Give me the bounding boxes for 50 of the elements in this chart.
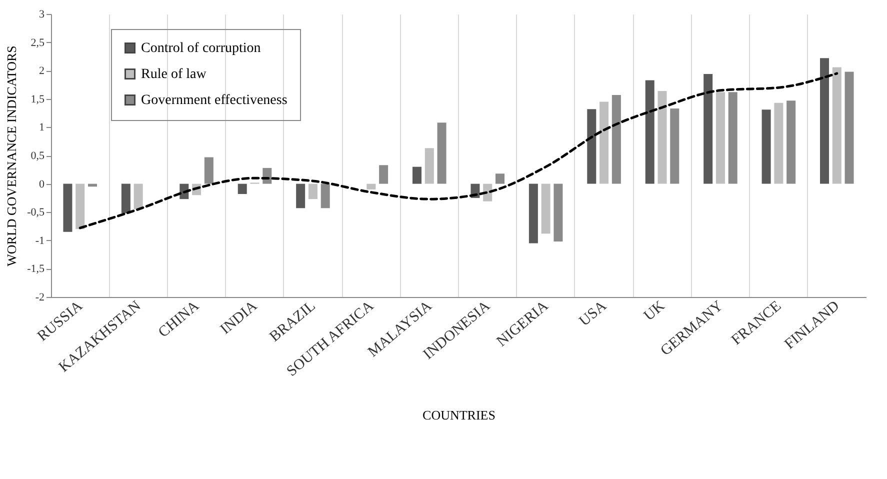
bar: [786, 100, 796, 184]
y-axis-title: WORLD GOVERNANCE INDICATORS: [4, 46, 20, 266]
bar: [379, 165, 388, 184]
y-tick-label: 0,5: [30, 150, 45, 162]
x-axis-title: COUNTRIES: [422, 408, 496, 423]
y-tick-label: 3: [39, 8, 45, 20]
bar: [554, 184, 563, 242]
bar: [134, 184, 143, 210]
y-tick-label: 0: [39, 178, 45, 190]
bar: [600, 102, 609, 184]
bar: [716, 92, 725, 184]
y-tick-label: 1: [39, 122, 44, 134]
legend-label: Government effectiveness: [141, 93, 288, 108]
x-tick-label: USA: [576, 298, 610, 330]
bar: [670, 108, 680, 184]
legend-label: Rule of law: [141, 67, 208, 82]
bar: [437, 122, 446, 184]
bar: [63, 184, 72, 232]
bar: [366, 184, 376, 190]
bar: [541, 184, 550, 234]
y-tick-label: 2: [39, 65, 44, 78]
y-tick-label: -1,5: [27, 263, 45, 276]
y-tick-label: 2,5: [30, 36, 45, 49]
bar: [76, 184, 85, 230]
bar: [774, 102, 784, 184]
bar: [121, 184, 130, 214]
y-tick-label: -0,5: [27, 206, 45, 219]
bar: [528, 184, 538, 244]
bar: [728, 92, 738, 184]
bar: [832, 67, 842, 184]
bar: [704, 74, 713, 184]
bar: [844, 72, 854, 184]
y-tick-label: -2: [35, 292, 44, 304]
bar: [495, 174, 504, 184]
bar: [320, 184, 330, 208]
bar: [204, 157, 214, 184]
y-tick-label: -1: [35, 234, 44, 247]
bar: [238, 184, 247, 194]
bar: [820, 58, 830, 184]
bar: [587, 109, 596, 184]
bar: [645, 80, 654, 184]
y-tick-label: 1,5: [30, 93, 45, 106]
bar: [412, 166, 422, 184]
bar: [296, 184, 306, 208]
bar: [424, 148, 434, 184]
bar: [308, 184, 318, 200]
bar: [612, 94, 621, 184]
bar: [658, 90, 667, 184]
legend-label: Control of corruption: [141, 41, 261, 56]
bar: [762, 110, 771, 184]
